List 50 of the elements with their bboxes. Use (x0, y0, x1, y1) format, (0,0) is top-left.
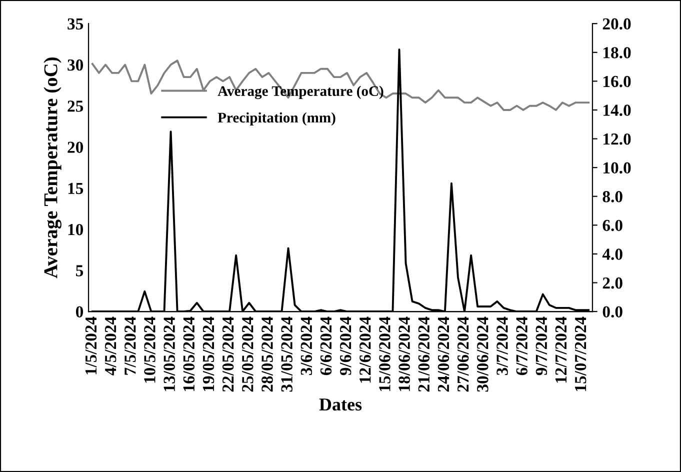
x-tick-label: 12/7/2024 (555, 316, 567, 383)
x-tick-label: 24/06/2024 (438, 316, 450, 392)
x-tick-label: 25/05/2024 (242, 316, 254, 392)
y2-tick-label: 6.0 (602, 220, 622, 232)
y2-tick-label: 8.0 (602, 191, 622, 202)
x-tick-label: 31/05/2024 (281, 316, 292, 392)
x-axis-title: Dates (319, 398, 362, 411)
y-tick-label: 0 (76, 306, 84, 318)
y-axis-title: Average Temperature (oC) (44, 58, 62, 278)
x-tick-label: 22/05/2024 (222, 316, 234, 392)
x-tick-label: 15/07/2024 (574, 316, 586, 391)
y2-tick-label: 14.0 (604, 104, 631, 116)
x-tick-label: 6/7/2024 (516, 316, 528, 376)
y2-tick-label: 0.0 (602, 306, 622, 318)
x-tick-label: 13/05/2024 (164, 316, 175, 391)
x-tick-label: 12/6/2024 (360, 316, 371, 383)
x-tick-label: 9/7/2024 (536, 316, 548, 376)
x-tick-label: 30/06/2024 (477, 316, 488, 392)
x-tick-label: 9/6/2024 (340, 316, 352, 376)
x-tick-label: 7/5/2024 (124, 316, 136, 375)
y2-tick-label: 20.0 (602, 18, 631, 30)
x-tick-label: 4/5/2024 (104, 316, 116, 376)
y2-tick-label: 10.0 (604, 162, 631, 174)
x-tick-label: 27/06/2024 (457, 316, 469, 392)
y2-tick-label: 12.0 (604, 133, 631, 145)
y2-tick-label: 16.0 (604, 76, 631, 88)
x-tick-label: 16/05/2024 (183, 316, 195, 391)
x-tick-label: 18/06/2024 (398, 316, 410, 391)
y2-tick-label: 18.0 (604, 47, 631, 58)
y-tick-label: 20 (68, 142, 84, 153)
x-tick-label: 1/5/2024 (85, 316, 97, 374)
y-tick-label: 5 (76, 265, 84, 276)
x-tick-label: 15/06/2024 (379, 316, 390, 391)
y-tick-label: 15 (68, 182, 84, 194)
y2-tick-label: 4.0 (602, 248, 622, 260)
x-tick-label: 3/7/2024 (496, 316, 508, 376)
x-tick-label: 3/6/2024 (300, 316, 312, 376)
legend-label: Average Temperature (oC) (218, 86, 384, 100)
y-tick-label: 25 (68, 100, 84, 112)
x-tick-label: 28/05/2024 (262, 316, 273, 392)
y-tick-label: 35 (68, 18, 84, 30)
x-tick-label: 10/5/2024 (144, 316, 156, 383)
x-tick-label: 19/05/2024 (202, 316, 214, 391)
line-series (91, 60, 590, 111)
x-tick-label: 21/06/2024 (418, 316, 430, 392)
legend-label: Precipitation (mm) (218, 112, 336, 126)
y-tick-label: 30 (68, 59, 84, 71)
y2-tick-label: 2.0 (602, 277, 622, 289)
x-tick-label: 6/6/2024 (320, 316, 332, 376)
y-tick-label: 10 (68, 224, 84, 236)
